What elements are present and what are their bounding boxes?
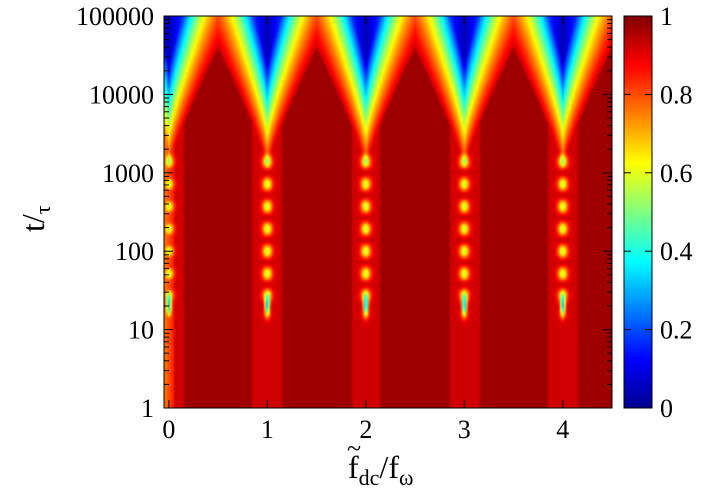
x-label-second-sub: ω bbox=[399, 465, 413, 490]
plot-frame bbox=[163, 15, 613, 409]
y-label-main: t/ bbox=[15, 214, 51, 232]
heatmap-image bbox=[164, 16, 612, 408]
y-axis-label: t/τ bbox=[15, 205, 55, 232]
y-tick-label: 10000 bbox=[89, 80, 154, 109]
x-label-main: f bbox=[348, 449, 359, 485]
x-label-second: f bbox=[388, 449, 399, 485]
colorbar-tick-label: 1 bbox=[660, 2, 673, 31]
x-tick-label: 3 bbox=[458, 415, 471, 444]
x-tick-label: 4 bbox=[556, 415, 569, 444]
y-tick-label: 1 bbox=[141, 394, 154, 423]
colorbar-tick-label: 0.6 bbox=[660, 159, 693, 188]
x-axis: 0 1 2 3 4 bbox=[162, 16, 569, 444]
y-tick-label: 10 bbox=[128, 316, 154, 345]
y-axis: 1 10 100 1000 10000 100000 bbox=[76, 2, 612, 423]
y-tick-label: 1000 bbox=[102, 159, 154, 188]
x-label-main-sub: dc bbox=[359, 465, 380, 490]
x-tick-label: 2 bbox=[359, 415, 372, 444]
x-label-tilde: ~ bbox=[347, 434, 361, 463]
colorbar-scale bbox=[623, 15, 653, 409]
x-axis-label: fdc/fω bbox=[348, 449, 413, 490]
x-tick-label: 0 bbox=[162, 415, 175, 444]
colorbar-tick-label: 0.8 bbox=[660, 80, 693, 109]
colorbar-tick-label: 0 bbox=[660, 394, 673, 423]
y-label-sub: τ bbox=[30, 205, 55, 214]
colorbar: 0 0.2 0.4 0.6 0.8 1 bbox=[623, 2, 693, 423]
y-tick-label: 100000 bbox=[76, 2, 154, 31]
y-tick-label: 100 bbox=[115, 237, 154, 266]
colorbar-tick-label: 0.4 bbox=[660, 237, 693, 266]
x-label-sep: / bbox=[379, 449, 388, 485]
x-tick-label: 1 bbox=[261, 415, 274, 444]
colorbar-tick-label: 0.2 bbox=[660, 316, 693, 345]
colorbar-ticks: 0 0.2 0.4 0.6 0.8 1 bbox=[624, 2, 693, 423]
plot-area bbox=[163, 15, 613, 409]
